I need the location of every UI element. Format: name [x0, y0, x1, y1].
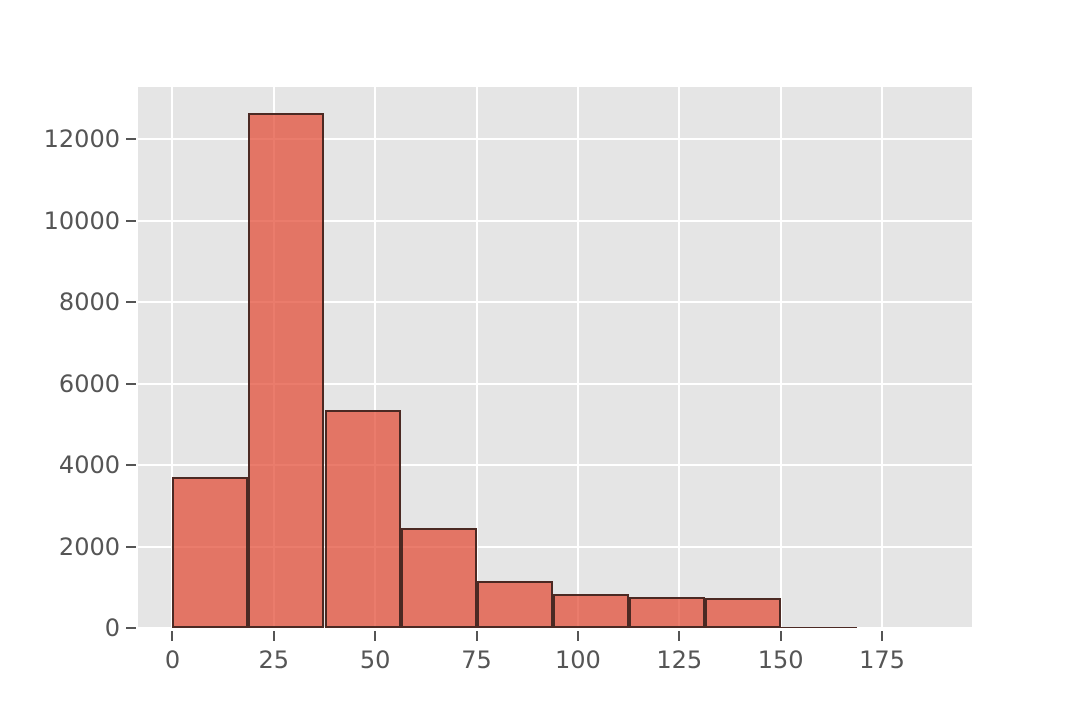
x-gridline: [880, 87, 883, 628]
x-gridline: [576, 87, 579, 628]
y-tick-mark: [126, 301, 136, 304]
histogram-bar: [628, 597, 705, 628]
x-tick-label: 125: [656, 646, 703, 674]
x-tick-label: 25: [258, 646, 290, 674]
x-tick-label: 50: [359, 646, 391, 674]
histogram-bar: [248, 112, 325, 628]
y-tick-mark: [126, 219, 136, 222]
x-tick-label: 75: [461, 646, 492, 674]
y-tick-mark: [126, 464, 136, 467]
x-tick-label: 100: [555, 646, 601, 674]
histogram-bar: [552, 593, 629, 628]
y-tick-mark: [126, 138, 136, 141]
histogram-bar: [780, 626, 857, 628]
histogram-bar: [704, 598, 781, 628]
histogram-bar: [172, 477, 249, 628]
y-gridline: [138, 464, 972, 467]
y-tick-mark: [126, 627, 136, 629]
x-tick-mark: [678, 631, 681, 641]
y-tick-label: 10000: [43, 206, 120, 235]
y-tick-label: 6000: [58, 369, 120, 398]
x-gridline: [678, 87, 681, 628]
y-tick-mark: [126, 545, 136, 548]
y-tick-label: 0: [104, 614, 120, 642]
x-tick-mark: [374, 631, 377, 641]
x-tick-label: 150: [757, 646, 804, 674]
y-gridline: [138, 219, 972, 222]
y-gridline: [138, 382, 972, 385]
x-gridline: [374, 87, 377, 628]
histogram-bar: [324, 410, 401, 628]
histogram-bar: [476, 581, 553, 628]
plot-area: [138, 87, 972, 628]
y-tick-label: 8000: [58, 288, 120, 317]
x-tick-label: 0: [164, 646, 181, 674]
x-tick-mark: [272, 631, 275, 641]
histogram-bar: [400, 528, 477, 628]
x-tick-mark: [880, 631, 883, 641]
x-tick-label: 175: [859, 646, 905, 674]
x-tick-mark: [171, 631, 174, 641]
y-gridline: [138, 138, 972, 141]
x-tick-mark: [779, 631, 782, 641]
y-tick-mark: [126, 382, 136, 385]
y-tick-label: 2000: [58, 532, 120, 561]
y-gridline: [138, 301, 972, 304]
x-gridline: [779, 87, 782, 628]
x-tick-mark: [475, 631, 478, 641]
y-tick-label: 4000: [58, 451, 120, 480]
x-gridline: [171, 87, 174, 628]
y-gridline: [138, 545, 972, 548]
y-tick-label: 12000: [43, 125, 120, 154]
x-tick-mark: [576, 631, 579, 641]
x-gridline: [475, 87, 478, 628]
